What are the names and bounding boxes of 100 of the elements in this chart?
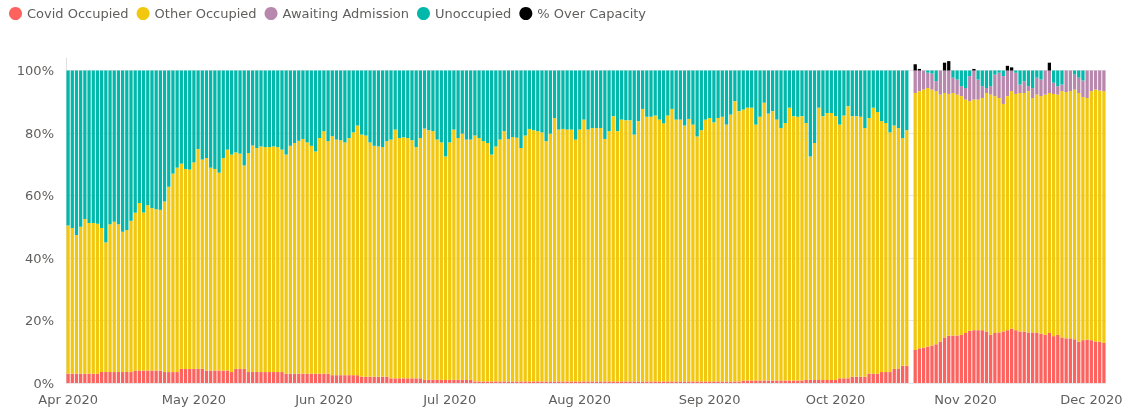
bar	[150, 208, 154, 371]
bar	[653, 70, 657, 116]
bar	[280, 372, 284, 383]
bar	[708, 118, 712, 382]
bar	[976, 330, 980, 383]
bar	[246, 372, 251, 383]
bar	[259, 70, 263, 147]
bar	[397, 378, 402, 383]
bar	[326, 373, 330, 383]
bar	[724, 70, 729, 125]
bar	[125, 70, 129, 230]
y-tick-label: 20%	[25, 313, 54, 328]
bar	[1010, 91, 1014, 329]
bar	[825, 113, 829, 380]
bar	[213, 370, 217, 383]
y-tick-label: 0%	[33, 375, 54, 391]
bar	[406, 378, 410, 383]
bar	[410, 378, 414, 383]
bar	[942, 337, 947, 383]
legend-label: Unoccupied	[434, 6, 512, 21]
bar	[70, 228, 74, 374]
bar	[125, 372, 129, 383]
bar	[938, 70, 942, 95]
bar	[1014, 330, 1018, 383]
bar	[1022, 93, 1026, 332]
bar	[1060, 70, 1064, 85]
bar	[1010, 328, 1014, 383]
bar	[653, 115, 657, 382]
bar	[481, 70, 485, 142]
bar	[120, 372, 125, 383]
bar	[280, 149, 284, 373]
bar	[1081, 97, 1085, 341]
bar	[800, 116, 804, 381]
bar	[687, 118, 691, 382]
bar	[1060, 337, 1064, 383]
bar	[859, 376, 863, 383]
bar	[322, 373, 326, 383]
bar	[339, 375, 343, 383]
bar	[1010, 67, 1014, 71]
bar	[456, 70, 460, 138]
bar	[351, 375, 355, 383]
bar	[330, 375, 334, 383]
bar	[129, 372, 133, 383]
bar	[741, 70, 745, 110]
bar	[892, 125, 896, 369]
bar	[993, 74, 997, 97]
bar	[301, 70, 305, 139]
bar	[737, 70, 741, 112]
bar	[997, 70, 1001, 73]
bar	[372, 376, 376, 383]
bar	[1051, 70, 1056, 83]
bar	[175, 372, 179, 383]
bar	[1077, 77, 1081, 93]
bar	[380, 376, 385, 383]
bar	[951, 70, 955, 78]
x-tick-label: Jun 2020	[294, 392, 353, 407]
bar	[1072, 89, 1077, 340]
bar	[1098, 70, 1102, 91]
bar	[640, 108, 645, 382]
bar	[917, 70, 922, 92]
bar	[1056, 94, 1060, 335]
bar	[712, 70, 716, 123]
bar	[234, 70, 238, 153]
bar	[817, 107, 821, 380]
bar	[334, 70, 339, 140]
bar	[854, 116, 859, 377]
bar	[951, 93, 955, 336]
bar	[267, 147, 272, 373]
bar	[473, 135, 477, 382]
bar	[649, 70, 653, 117]
bar	[200, 70, 204, 160]
bar	[913, 64, 917, 71]
bar	[150, 70, 154, 208]
bar	[745, 107, 750, 381]
bar	[921, 89, 926, 348]
bar	[997, 98, 1001, 333]
bar	[1026, 91, 1031, 333]
bar	[1047, 93, 1052, 333]
bar	[993, 333, 997, 383]
bar	[116, 372, 121, 383]
bar	[343, 375, 347, 383]
bar	[234, 368, 238, 383]
bar	[884, 123, 888, 373]
bar	[1051, 93, 1056, 337]
bar	[594, 128, 599, 382]
bar	[842, 378, 846, 383]
bar	[963, 99, 968, 333]
bar	[1014, 72, 1018, 94]
bar	[825, 379, 829, 383]
bar	[263, 147, 267, 373]
bar	[1098, 90, 1102, 342]
bar	[326, 70, 330, 142]
bar	[137, 203, 142, 371]
bar	[443, 70, 448, 157]
bar	[271, 70, 276, 147]
bar	[733, 101, 737, 382]
bar	[838, 378, 842, 383]
bar	[863, 70, 867, 128]
bar	[368, 376, 372, 383]
bar	[364, 376, 368, 383]
